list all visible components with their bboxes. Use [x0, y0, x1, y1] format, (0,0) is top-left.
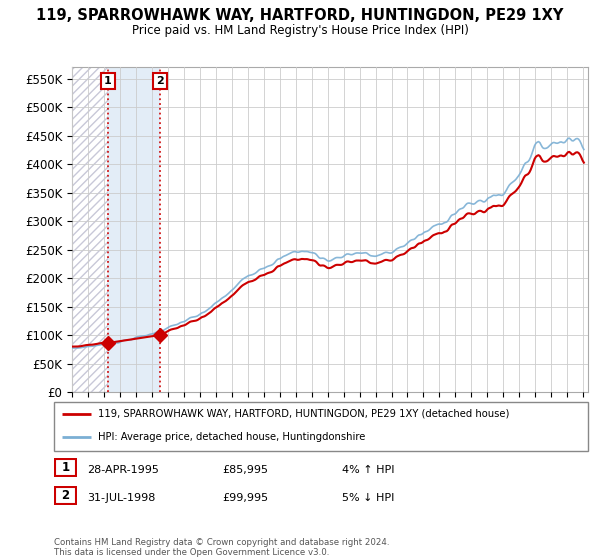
Text: 2: 2: [61, 489, 70, 502]
Text: 1: 1: [104, 76, 112, 86]
Text: 1: 1: [61, 461, 70, 474]
Text: 5% ↓ HPI: 5% ↓ HPI: [342, 493, 394, 503]
Text: £99,995: £99,995: [222, 493, 268, 503]
FancyBboxPatch shape: [54, 402, 588, 451]
Text: 4% ↑ HPI: 4% ↑ HPI: [342, 465, 395, 475]
FancyBboxPatch shape: [55, 487, 76, 504]
Text: 28-APR-1995: 28-APR-1995: [87, 465, 159, 475]
Text: 31-JUL-1998: 31-JUL-1998: [87, 493, 155, 503]
Bar: [160, 67, 588, 392]
Text: 119, SPARROWHAWK WAY, HARTFORD, HUNTINGDON, PE29 1XY (detached house): 119, SPARROWHAWK WAY, HARTFORD, HUNTINGD…: [98, 409, 509, 419]
Text: £85,995: £85,995: [222, 465, 268, 475]
Bar: [108, 67, 160, 392]
Text: Contains HM Land Registry data © Crown copyright and database right 2024.
This d: Contains HM Land Registry data © Crown c…: [54, 538, 389, 557]
Bar: [72, 67, 108, 392]
Text: Price paid vs. HM Land Registry's House Price Index (HPI): Price paid vs. HM Land Registry's House …: [131, 24, 469, 36]
Text: HPI: Average price, detached house, Huntingdonshire: HPI: Average price, detached house, Hunt…: [98, 432, 365, 442]
FancyBboxPatch shape: [55, 459, 76, 476]
Text: 119, SPARROWHAWK WAY, HARTFORD, HUNTINGDON, PE29 1XY: 119, SPARROWHAWK WAY, HARTFORD, HUNTINGD…: [37, 8, 563, 24]
Text: 2: 2: [156, 76, 164, 86]
